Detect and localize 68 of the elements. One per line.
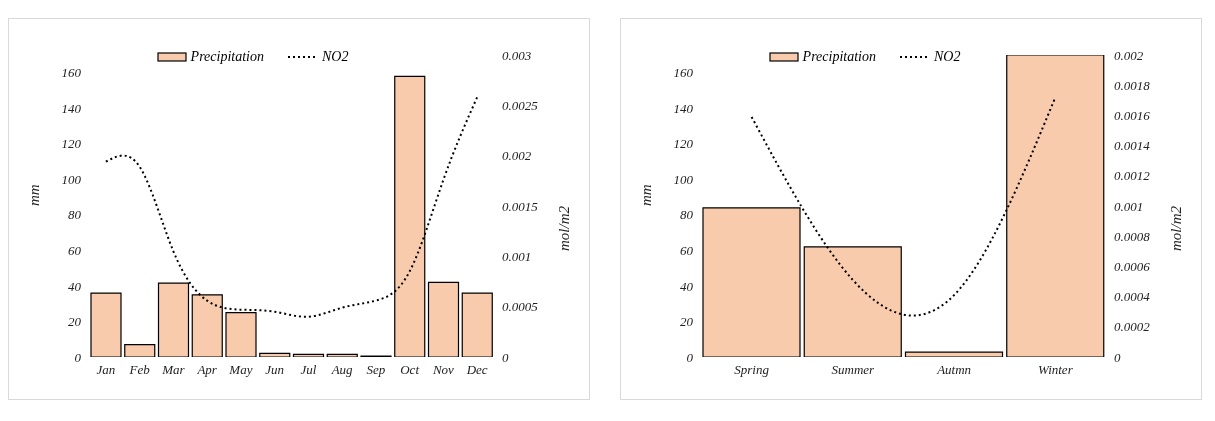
y2-axis-title: mol/m2: [556, 205, 573, 251]
bar: [259, 352, 291, 357]
x-tick-label: Jul: [300, 362, 317, 378]
x-tick-label: Winter: [1038, 362, 1074, 378]
bar: [904, 351, 1004, 357]
x-tick-label: Aug: [330, 362, 354, 378]
y2-tick-label: 0.0012: [1114, 168, 1151, 184]
bar: [90, 292, 122, 357]
y-axis-title: mm: [26, 184, 43, 206]
bar: [124, 343, 156, 357]
y-axis-title: mm: [638, 184, 655, 206]
y2-tick-label: 0.0015: [502, 198, 539, 214]
legend-label: NO2: [933, 49, 961, 65]
y2-tick-label: 0.0005: [502, 299, 539, 315]
y2-tick-label: 0.001: [502, 248, 532, 264]
legend-label: Precipitation: [190, 49, 264, 65]
x-tick-label: Summer: [831, 362, 876, 378]
y-tick-label: 40: [680, 278, 694, 294]
y-tick-label: 140: [61, 100, 82, 116]
y-tick-label: 140: [673, 100, 694, 116]
x-tick-label: Autmn: [936, 362, 972, 378]
y2-tick-label: 0.0006: [1114, 259, 1151, 275]
y2-tick-label: 0.0018: [1114, 77, 1151, 93]
y-tick-label: 40: [68, 278, 82, 294]
y2-tick-label: 0.0025: [502, 97, 539, 113]
x-tick-label: Mar: [161, 362, 186, 378]
bar: [326, 353, 358, 357]
y2-tick-label: 0: [1114, 349, 1121, 365]
bar: [461, 292, 493, 357]
y-tick-label: 20: [680, 314, 694, 330]
x-tick-label: Jan: [96, 362, 116, 378]
y2-tick-label: 0.003: [502, 47, 532, 63]
y-tick-label: 20: [68, 314, 82, 330]
y-tick-label: 160: [673, 65, 694, 81]
x-tick-label: Oct: [400, 362, 420, 378]
y-tick-label: 60: [68, 243, 82, 259]
x-tick-label: Sep: [366, 362, 386, 378]
x-tick-label: Nov: [431, 362, 455, 378]
y-tick-label: 100: [61, 171, 82, 187]
y2-tick-label: 0.0002: [1114, 319, 1151, 335]
x-tick-label: Spring: [734, 362, 770, 378]
y2-tick-label: 0.002: [502, 148, 532, 164]
y2-axis-title: mol/m2: [1168, 205, 1185, 251]
y-tick-label: 100: [673, 171, 694, 187]
y-tick-label: 80: [680, 207, 694, 223]
y2-tick-label: 0.0008: [1114, 228, 1151, 244]
y-tick-label: 160: [61, 65, 82, 81]
x-tick-label: Apr: [196, 362, 218, 378]
y-tick-label: 0: [686, 349, 694, 365]
y2-tick-label: 0.002: [1114, 47, 1144, 63]
y2-tick-label: 0.0014: [1114, 138, 1151, 154]
bar: [292, 353, 325, 357]
y-tick-label: 60: [680, 243, 694, 259]
y2-tick-label: 0: [502, 349, 509, 365]
x-tick-label: Dec: [465, 362, 488, 378]
legend-label: Precipitation: [802, 49, 876, 65]
bar: [427, 281, 460, 357]
y-tick-label: 120: [61, 136, 82, 152]
y-tick-label: 0: [74, 349, 82, 365]
y-tick-label: 120: [673, 136, 694, 152]
legend-label: NO2: [321, 49, 349, 65]
y2-tick-label: 0.0016: [1114, 108, 1151, 124]
y-tick-label: 80: [68, 207, 82, 223]
x-tick-label: Jun: [265, 362, 285, 378]
y2-tick-label: 0.001: [1114, 198, 1144, 214]
x-tick-label: Feb: [128, 362, 151, 378]
y2-tick-label: 0.0004: [1114, 289, 1151, 305]
x-tick-label: May: [228, 362, 253, 378]
